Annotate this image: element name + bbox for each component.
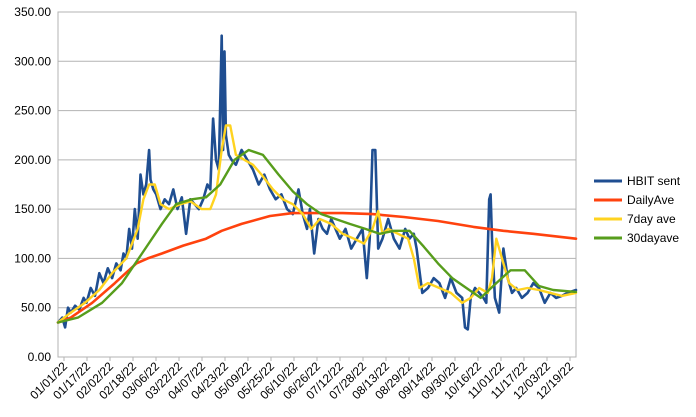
series-line-7day-ave <box>56 124 578 324</box>
series-line-30dayave <box>56 148 578 324</box>
y-tick-label: 0.00 <box>28 350 52 364</box>
y-tick-label: 100.00 <box>14 251 51 265</box>
legend-label: 30dayave <box>627 231 679 245</box>
y-tick-label: 300.00 <box>14 54 51 68</box>
legend-label: DailyAve <box>627 193 674 207</box>
y-tick-label: 50.00 <box>21 301 51 315</box>
gridlines <box>58 11 576 358</box>
legend-label: HBIT sent <box>627 174 681 188</box>
y-tick-label: 250.00 <box>14 104 51 118</box>
legend: HBIT sent DailyAve 7day ave 30dayave <box>594 174 681 245</box>
y-tick-label: 200.00 <box>14 153 51 167</box>
legend-label: 7day ave <box>627 212 676 226</box>
series-layer <box>56 34 578 331</box>
y-tick-label: 350.00 <box>14 5 51 19</box>
y-axis: 0.00 50.00 100.00 150.00 200.00 250.00 300.00 3… <box>14 5 51 364</box>
series-line-dailyave <box>56 211 578 324</box>
y-tick-label: 150.00 <box>14 202 51 216</box>
